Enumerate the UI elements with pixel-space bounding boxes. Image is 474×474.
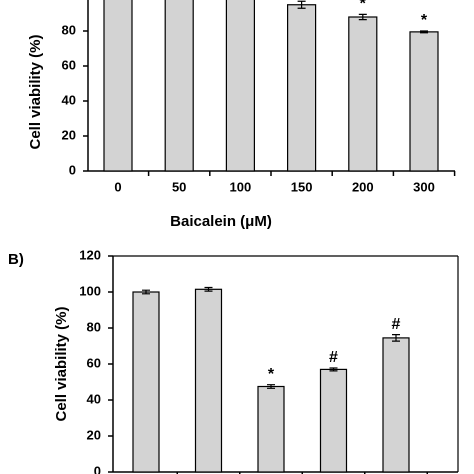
annotation: * <box>421 12 428 29</box>
annotation: # <box>392 316 401 333</box>
bar <box>409 31 439 172</box>
x-tick-label: 200 <box>352 179 374 194</box>
error-bar <box>267 384 275 389</box>
x-axis-label: Baicalein (μM) <box>170 213 272 230</box>
error-bar <box>297 0 306 9</box>
y-tick-label: 80 <box>62 22 76 37</box>
x-tick-label: 0 <box>114 179 121 194</box>
y-tick-label: 100 <box>54 0 76 2</box>
y-axis-label: Cell viability (%) <box>53 306 70 421</box>
error-bar <box>358 13 367 21</box>
y-tick-label: 60 <box>87 355 101 370</box>
bar <box>348 16 378 172</box>
panel-label: B) <box>8 251 24 268</box>
x-tick-label: 50 <box>172 179 186 194</box>
bar <box>382 337 410 473</box>
bar <box>257 385 285 473</box>
error-bar <box>420 30 428 34</box>
y-tick-label: 40 <box>62 92 76 107</box>
bar <box>319 368 348 473</box>
x-tick-label: 300 <box>413 179 435 194</box>
error-bar <box>392 334 400 342</box>
error-bar <box>329 367 338 372</box>
bar <box>164 0 194 172</box>
y-tick-label: 20 <box>87 427 101 442</box>
y-tick-label: 100 <box>79 283 101 298</box>
annotation: * <box>268 366 275 383</box>
annotation: # <box>329 349 338 366</box>
y-tick-label: 20 <box>62 127 76 142</box>
error-bar <box>142 289 150 295</box>
y-tick-label: 120 <box>79 247 101 262</box>
bar <box>194 288 223 473</box>
y-tick-label: 80 <box>87 319 101 334</box>
y-tick-label: 0 <box>69 162 76 177</box>
y-axis-label: Cell viability (%) <box>27 34 44 149</box>
bar <box>132 291 160 473</box>
y-tick-label: 60 <box>62 57 76 72</box>
y-tick-label: 0 <box>94 463 101 474</box>
x-tick-label: 150 <box>291 179 313 194</box>
y-tick-label: 40 <box>87 391 101 406</box>
bar <box>225 0 255 172</box>
bar <box>103 0 133 172</box>
bar <box>287 4 317 172</box>
annotation: * <box>360 0 367 13</box>
x-tick-label: 100 <box>230 179 252 194</box>
error-bar <box>204 286 213 292</box>
